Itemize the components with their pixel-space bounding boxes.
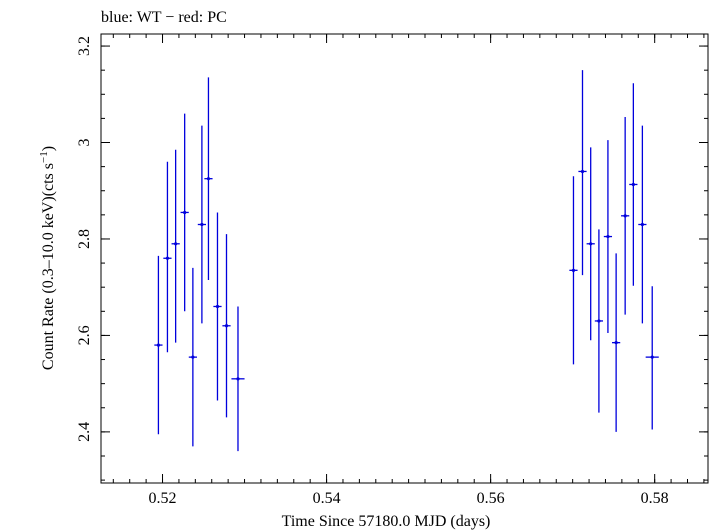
data-point	[163, 161, 172, 353]
data-point	[171, 149, 180, 343]
y-tick-labels: 2.4 2.6 2.8 3 3.2	[76, 36, 93, 442]
data-point	[578, 70, 587, 276]
point-marker	[589, 242, 593, 246]
y-axis-label-main: Count Rate (0.3–10.0 keV)(cts s	[40, 163, 57, 370]
x-tick-label: 0.58	[641, 490, 669, 507]
data-point	[180, 113, 189, 312]
y-tick-label: 2.4	[76, 422, 93, 442]
y-tick-label: 3.2	[76, 36, 93, 56]
point-marker	[200, 222, 204, 227]
point-marker	[215, 304, 220, 309]
x-axis-label: Time Since 57180.0 MJD (days)	[282, 513, 491, 530]
point-marker	[580, 169, 585, 174]
point-marker	[174, 242, 178, 246]
data-point	[154, 255, 163, 435]
point-marker	[623, 214, 627, 218]
data-point	[188, 267, 197, 447]
y-tick-label: 3	[76, 139, 93, 147]
point-marker	[640, 222, 644, 227]
point-marker	[571, 268, 576, 272]
axis-ticks	[101, 34, 708, 483]
x-tick-label: 0.54	[313, 490, 341, 507]
x-tick-label: 0.56	[477, 490, 505, 507]
data-point	[594, 229, 604, 413]
y-tick-label: 2.8	[76, 229, 93, 249]
point-marker	[597, 319, 601, 323]
data-point	[222, 234, 231, 418]
point-marker	[606, 234, 610, 239]
data-point	[603, 140, 613, 334]
plot-frame	[100, 33, 709, 484]
x-tick-labels: 0.52 0.54 0.56 0.58	[149, 490, 669, 507]
data-point	[629, 83, 638, 286]
data-point	[569, 176, 578, 365]
data-points	[154, 70, 659, 452]
data-point	[213, 212, 222, 401]
data-point	[197, 125, 206, 324]
point-marker	[183, 210, 187, 215]
point-marker	[631, 182, 635, 187]
data-point	[612, 253, 621, 432]
data-point	[231, 306, 245, 452]
y-axis-label-close: )	[40, 146, 57, 151]
data-point	[638, 125, 647, 324]
data-point	[621, 116, 630, 315]
point-marker	[224, 324, 229, 328]
point-marker	[191, 355, 195, 359]
x-tick-label: 0.52	[149, 490, 177, 507]
data-point	[586, 147, 595, 341]
data-point	[204, 77, 213, 280]
y-axis-label: Count Rate (0.3–10.0 keV)(cts s−1)	[38, 146, 57, 370]
point-marker	[614, 341, 618, 345]
data-point	[645, 286, 659, 430]
point-marker	[206, 177, 211, 181]
point-marker	[165, 256, 170, 260]
point-marker	[156, 343, 161, 347]
point-marker	[650, 355, 654, 359]
y-axis-label-superscript: −1	[38, 151, 50, 163]
y-tick-label: 2.6	[76, 325, 93, 345]
chart-title: blue: WT − red: PC	[101, 9, 227, 26]
point-marker	[236, 377, 240, 381]
